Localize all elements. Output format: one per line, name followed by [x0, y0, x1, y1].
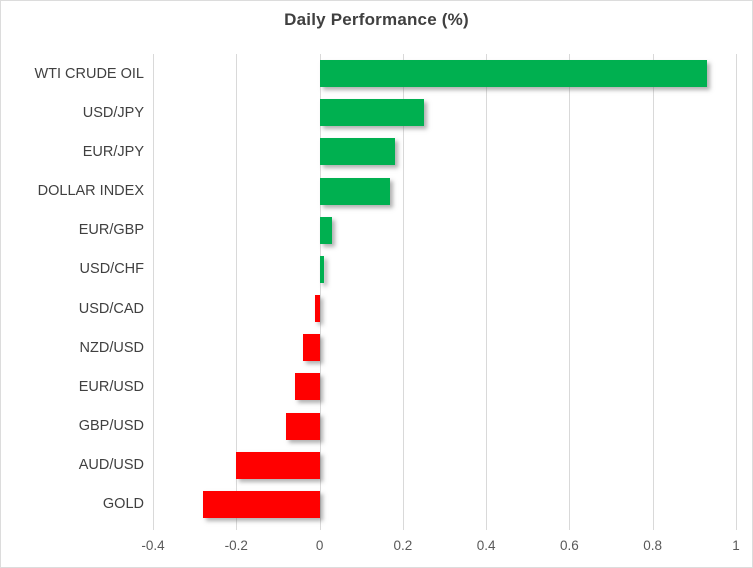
category-label: GBP/USD [78, 418, 144, 435]
bar-nzd-usd [302, 334, 320, 362]
x-tick-label: 0.2 [393, 538, 413, 553]
bar-gbp-usd [286, 412, 320, 440]
x-tick-label: 0 [315, 538, 324, 553]
category-label: EUR/USD [78, 378, 144, 395]
bar-eur-gbp [319, 216, 333, 244]
x-tick-label: -0.4 [141, 538, 165, 553]
x-tick-label: 0.4 [476, 538, 496, 553]
category-label: AUD/USD [78, 457, 144, 474]
gridline [736, 54, 737, 530]
category-label: USD/CAD [78, 300, 144, 317]
gridline [153, 54, 154, 530]
category-label: NZD/USD [79, 339, 144, 356]
gridline [652, 54, 654, 530]
bar-usd-cad [315, 295, 320, 323]
bar-wti-crude-oil [319, 60, 707, 88]
bar-usd-chf [319, 255, 324, 283]
category-label: DOLLAR INDEX [37, 183, 144, 200]
chart-title: Daily Performance (%) [284, 10, 469, 29]
category-label: WTI CRUDE OIL [34, 65, 144, 82]
category-label: EUR/GBP [78, 222, 144, 239]
gridline [569, 54, 571, 530]
bar-eur-jpy [319, 138, 395, 166]
bar-gold [203, 490, 320, 518]
gridline [319, 54, 321, 530]
gridline [236, 54, 238, 530]
category-label: GOLD [102, 496, 144, 513]
bar-aud-usd [236, 451, 320, 479]
bar-dollar-index [319, 177, 391, 205]
x-tick-label: -0.2 [224, 538, 248, 553]
x-tick-label: 1 [732, 538, 740, 553]
category-label: USD/CHF [79, 261, 144, 278]
category-label: EUR/JPY [82, 143, 144, 160]
gridline [402, 54, 404, 530]
x-tick-label: 0.8 [643, 538, 663, 553]
x-tick-label: 0.6 [560, 538, 579, 553]
gridline [486, 54, 488, 530]
bar-eur-usd [294, 373, 320, 401]
category-label: USD/JPY [82, 104, 144, 121]
bar-usd-jpy [319, 99, 424, 127]
